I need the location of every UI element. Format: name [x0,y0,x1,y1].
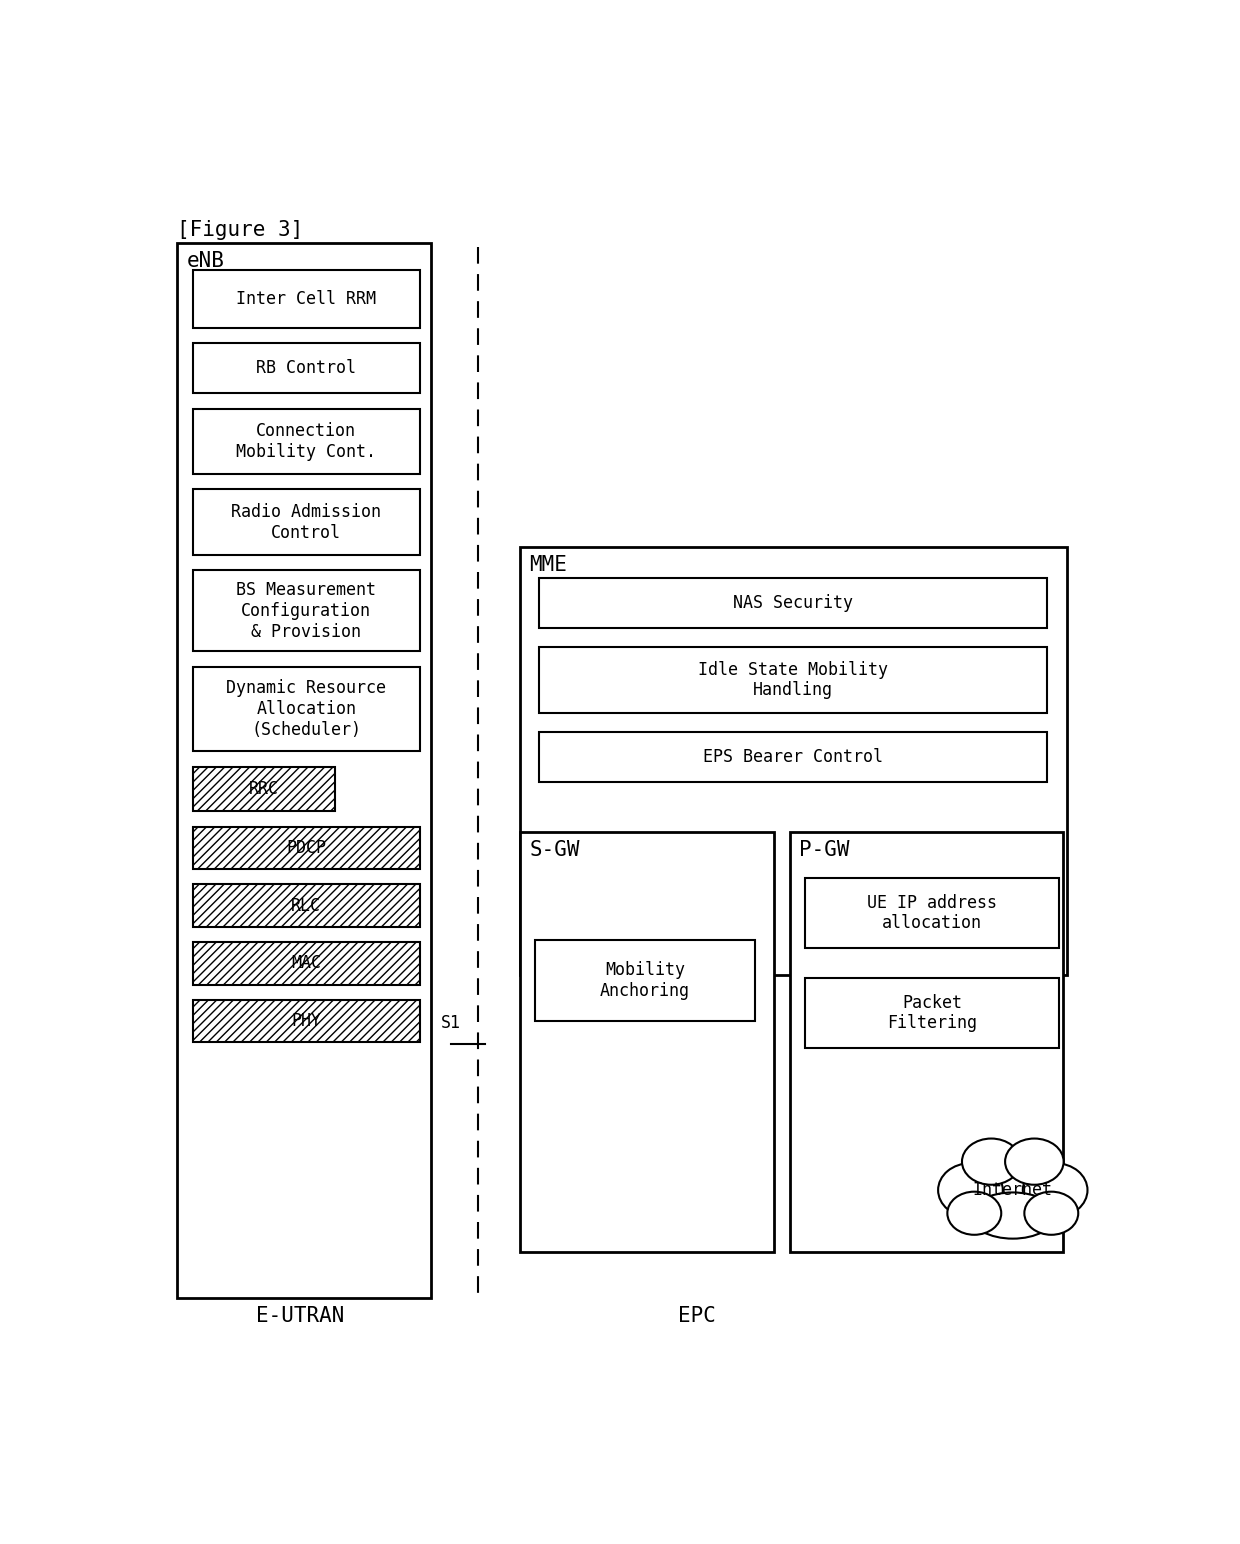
Text: S-GW: S-GW [529,840,580,860]
Bar [192,570,420,652]
Ellipse shape [939,1163,1003,1217]
Text: BS Measurement
Configuration
& Provision: BS Measurement Configuration & Provision [237,581,376,641]
Bar [192,885,420,926]
Bar [192,1001,420,1042]
Bar [192,942,420,985]
Text: MAC: MAC [291,954,321,973]
Text: [Figure 3]: [Figure 3] [177,219,304,239]
Bar [192,826,420,869]
Text: S1: S1 [440,1014,461,1033]
Bar [192,489,420,554]
Text: P-GW: P-GW [799,840,849,860]
Text: UE IP address
allocation: UE IP address allocation [867,894,997,933]
Bar [539,577,1048,628]
Ellipse shape [965,1149,1060,1223]
Text: RLC: RLC [291,897,321,914]
Ellipse shape [1006,1138,1064,1184]
Text: Inter Cell RRM: Inter Cell RRM [237,290,376,307]
Ellipse shape [1023,1163,1087,1217]
Ellipse shape [971,1192,1055,1238]
Bar [805,979,1059,1048]
Text: E-UTRAN: E-UTRAN [257,1306,345,1326]
Bar [536,940,755,1021]
Text: EPC: EPC [678,1306,715,1326]
Bar [192,667,420,752]
Bar [520,832,774,1252]
Bar [177,242,432,1299]
Bar [790,832,1063,1252]
Bar [192,270,420,327]
Text: NAS Security: NAS Security [733,594,853,611]
Ellipse shape [1024,1192,1079,1235]
Text: Connection
Mobility Cont.: Connection Mobility Cont. [237,422,376,460]
Text: EPS Bearer Control: EPS Bearer Control [703,747,883,766]
Bar [805,879,1059,948]
Ellipse shape [962,1138,1021,1184]
Bar [192,343,420,394]
Text: eNB: eNB [186,250,224,270]
Text: Mobility
Anchoring: Mobility Anchoring [600,960,691,999]
Bar [520,547,1066,974]
Text: Idle State Mobility
Handling: Idle State Mobility Handling [698,661,888,699]
Text: Radio Admission
Control: Radio Admission Control [232,503,382,542]
Bar [192,409,420,474]
Bar [192,767,335,811]
Text: PDCP: PDCP [286,838,326,857]
Text: Packet
Filtering: Packet Filtering [887,994,977,1033]
Ellipse shape [947,1192,1001,1235]
Text: RB Control: RB Control [257,360,356,377]
Text: RRC: RRC [249,780,279,798]
Text: Dynamic Resource
Allocation
(Scheduler): Dynamic Resource Allocation (Scheduler) [227,679,387,738]
Text: Internet: Internet [973,1181,1053,1200]
Bar [539,732,1048,781]
Text: MME: MME [529,554,567,574]
Text: PHY: PHY [291,1013,321,1030]
Bar [539,647,1048,713]
